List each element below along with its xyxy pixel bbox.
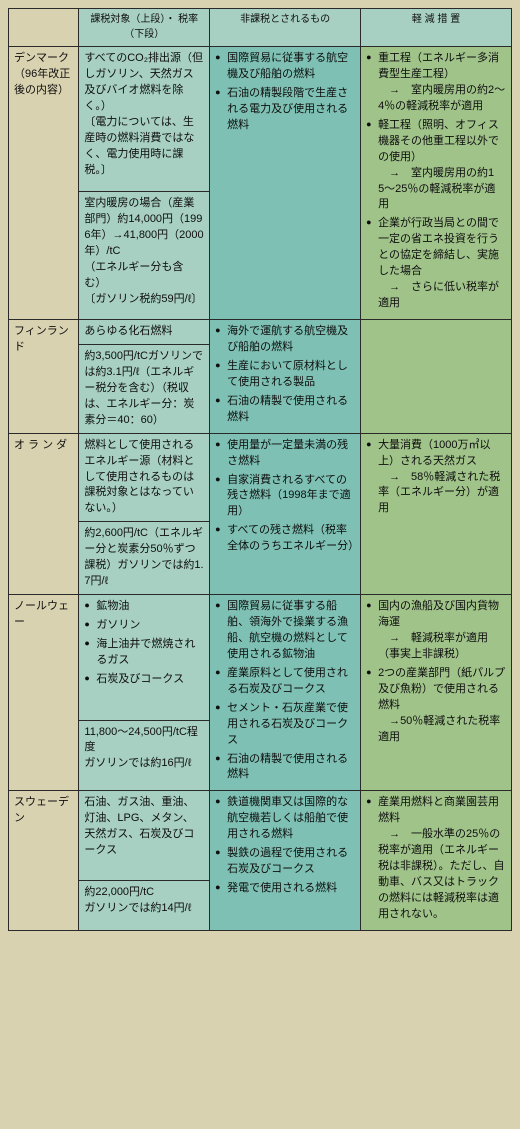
list-item: 石油の精製で使用される燃料 — [215, 394, 355, 426]
list-item: ガソリン — [84, 618, 204, 634]
list-item: 海上油井で燃焼されるガス — [84, 637, 204, 669]
list-item: 国際貿易に従事する船舶、領海外で操業する漁船、航空機の燃料として使用される鉱物油 — [215, 599, 355, 663]
list-item: すべての残さ燃料（税率全体のうちエネルギー分） — [215, 523, 355, 555]
list-item: 製鉄の過程で使用される石炭及びコークス — [215, 846, 355, 878]
exemption-cell: 使用量が一定量未満の残さ燃料自家消費されるすべての残さ燃料（1998年まで適用）… — [210, 433, 361, 594]
list-item: 生産において原材料として使用される製品 — [215, 359, 355, 391]
list-item: 石油の精製段階で生産される電力及び使用される燃料 — [215, 86, 355, 134]
list-item: 企業が行政当局との間で一定の省エネ投資を行うとの協定を締結し、実施した場合→ さ… — [366, 216, 506, 312]
exemption-cell: 鉄道機関車又は国際的な航空機若しくは船舶で使用される燃料製鉄の過程で使用される石… — [210, 791, 361, 931]
tax-rate-cell: 約2,600円/tC（エネルギー分と炭素分50％ずつ課税）ガソリンでは約1.7円… — [79, 522, 210, 595]
exemption-cell: 国際貿易に従事する船舶、領海外で操業する漁船、航空機の燃料として使用される鉱物油… — [210, 595, 361, 791]
list-item: 大量消費（1000万㎥以上）される天然ガス→ 58％軽減された税率（エネルギー分… — [366, 438, 506, 518]
tax-rate-cell: 11,800〜24,500円/tC程度ガソリンでは約16円/ℓ — [79, 720, 210, 791]
tax-subject-cell: 鉱物油ガソリン海上油井で燃焼されるガス石炭及びコークス — [79, 595, 210, 720]
list-item: 産業原料として使用される石炭及びコークス — [215, 666, 355, 698]
tax-subject-cell: 燃料として使用されるエネルギー源（材料として使用されるものは課税対象とはなってい… — [79, 433, 210, 522]
country-cell: デンマーク（96年改正後の内容） — [9, 47, 79, 320]
header-tax: 課税対象（上段）・ 税率（下段） — [79, 9, 210, 47]
list-item: 重工程（エネルギー多消費型生産工程）→ 室内暖房用の約2〜4％の軽減税率が適用 — [366, 51, 506, 115]
table-row: スウェーデン石油、ガス油、重油、灯油、LPG、メタン、天然ガス、石炭及びコークス… — [9, 791, 512, 880]
list-item: 産業用燃料と商業園芸用燃料→ 一般水準の25％の税率が適用（エネルギー税は非課税… — [366, 795, 506, 923]
list-item: 鉱物油 — [84, 599, 204, 615]
list-item: 石炭及びコークス — [84, 672, 204, 688]
country-cell: スウェーデン — [9, 791, 79, 931]
country-cell: ノールウェー — [9, 595, 79, 791]
list-item: 国内の漁船及び国内貨物海運→ 軽減税率が適用（事実上非課税） — [366, 599, 506, 663]
list-item: 鉄道機関車又は国際的な航空機若しくは船舶で使用される燃料 — [215, 795, 355, 843]
country-cell: フィンランド — [9, 320, 79, 434]
list-item: 発電で使用される燃料 — [215, 881, 355, 897]
carbon-tax-table: 課税対象（上段）・ 税率（下段） 非課税とされるもの 軽 減 措 置 デンマーク… — [8, 8, 512, 931]
tax-subject-cell: すべてのCO₂排出源（但しガソリン、天然ガス及びバイオ燃料を除く。）〔電力につい… — [79, 47, 210, 192]
table-row: デンマーク（96年改正後の内容）すべてのCO₂排出源（但しガソリン、天然ガス及び… — [9, 47, 512, 192]
list-item: 軽工程（照明、オフィス機器その他重工程以外での使用）→ 室内暖房用の約15〜25… — [366, 118, 506, 214]
tax-subject-cell: 石油、ガス油、重油、灯油、LPG、メタン、天然ガス、石炭及びコークス — [79, 791, 210, 880]
tax-rate-cell: 約3,500円/tCガソリンでは約3.1円/ℓ（エネルギー税分を含む）（税収は、… — [79, 344, 210, 433]
relief-cell: 重工程（エネルギー多消費型生産工程）→ 室内暖房用の約2〜4％の軽減税率が適用軽… — [361, 47, 512, 320]
table-row: ノールウェー鉱物油ガソリン海上油井で燃焼されるガス石炭及びコークス国際貿易に従事… — [9, 595, 512, 720]
list-item: 使用量が一定量未満の残さ燃料 — [215, 438, 355, 470]
relief-cell: 国内の漁船及び国内貨物海運→ 軽減税率が適用（事実上非課税）2つの産業部門（紙パ… — [361, 595, 512, 791]
list-item: 国際貿易に従事する航空機及び船舶の燃料 — [215, 51, 355, 83]
tax-rate-cell: 室内暖房の場合（産業部門）約14,000円（1996年）→41,800円（200… — [79, 191, 210, 319]
relief-cell — [361, 320, 512, 434]
exemption-cell: 海外で運航する航空機及び船舶の燃料生産において原材料として使用される製品石油の精… — [210, 320, 361, 434]
tax-rate-cell: 約22,000円/tCガソリンでは約14円/ℓ — [79, 880, 210, 930]
tax-subject-cell: あらゆる化石燃料 — [79, 320, 210, 345]
list-item: 2つの産業部門（紙パルプ及び魚粉）で使用される燃料→50％軽減された税率適用 — [366, 666, 506, 746]
country-cell: オ ラ ン ダ — [9, 433, 79, 594]
relief-cell: 大量消費（1000万㎥以上）される天然ガス→ 58％軽減された税率（エネルギー分… — [361, 433, 512, 594]
header-exem: 非課税とされるもの — [210, 9, 361, 47]
list-item: 石油の精製で使用される燃料 — [215, 752, 355, 784]
table-row: オ ラ ン ダ燃料として使用されるエネルギー源（材料として使用されるものは課税対… — [9, 433, 512, 522]
list-item: 自家消費されるすべての残さ燃料（1998年まで適用） — [215, 473, 355, 521]
list-item: セメント・石灰産業で使用される石炭及びコークス — [215, 701, 355, 749]
relief-cell: 産業用燃料と商業園芸用燃料→ 一般水準の25％の税率が適用（エネルギー税は非課税… — [361, 791, 512, 931]
list-item: 海外で運航する航空機及び船舶の燃料 — [215, 324, 355, 356]
table-row: フィンランドあらゆる化石燃料海外で運航する航空機及び船舶の燃料生産において原材料… — [9, 320, 512, 345]
header-blank — [9, 9, 79, 47]
header-rel: 軽 減 措 置 — [361, 9, 512, 47]
exemption-cell: 国際貿易に従事する航空機及び船舶の燃料石油の精製段階で生産される電力及び使用され… — [210, 47, 361, 320]
